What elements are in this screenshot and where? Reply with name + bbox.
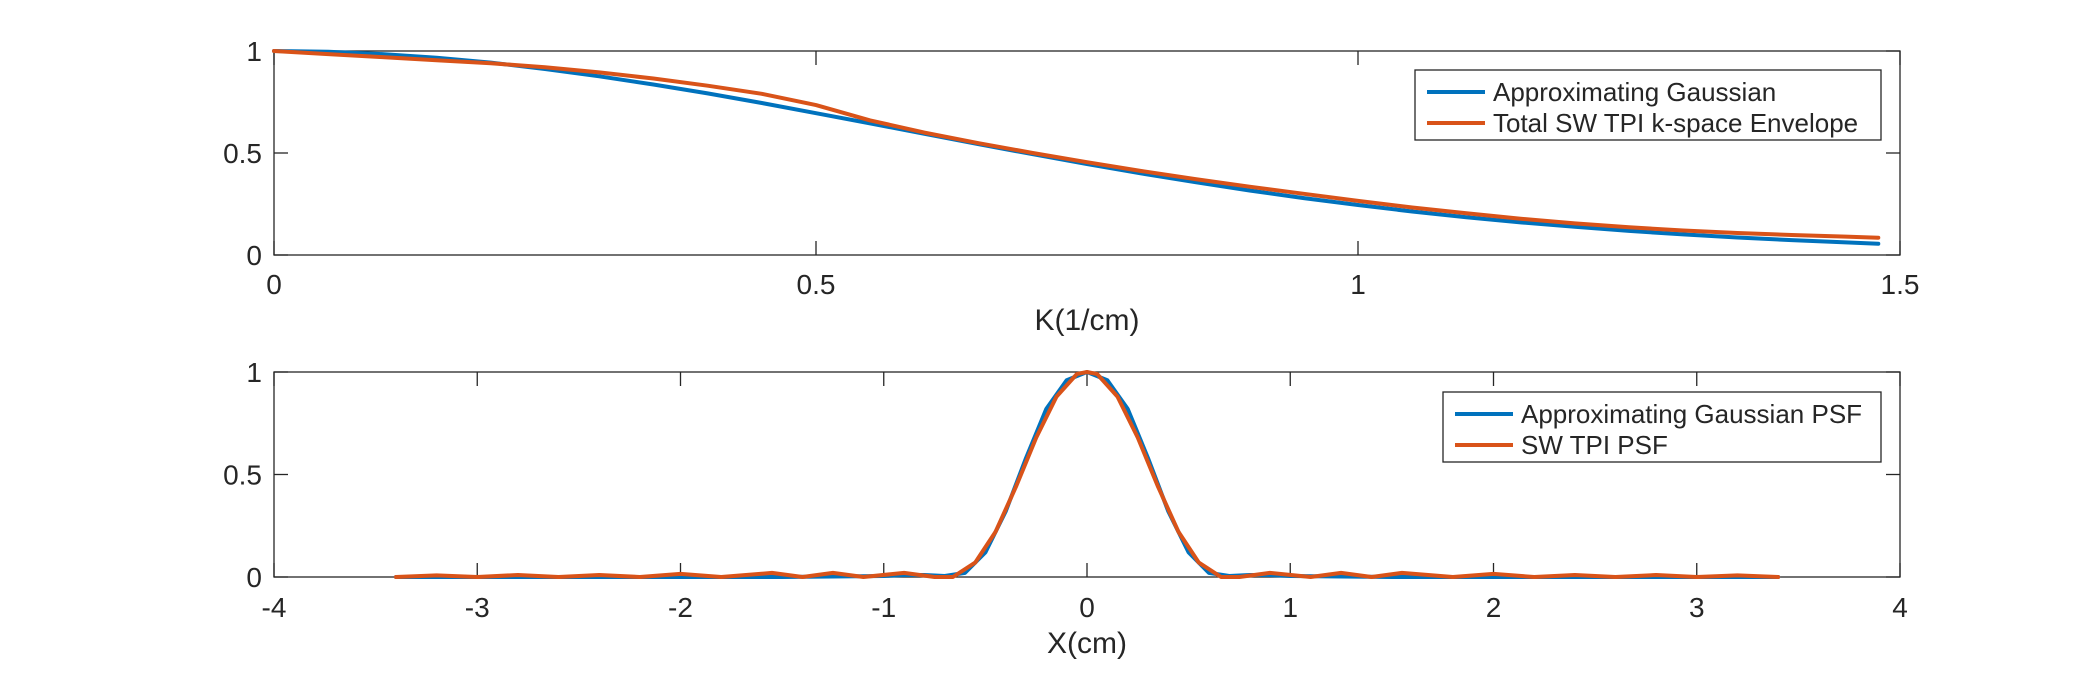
legend-entry-label: SW TPI PSF (1521, 430, 1668, 460)
x-tick-label: 4 (1892, 592, 1908, 623)
y-tick-label: 1 (246, 357, 262, 388)
k-space-envelope-plot: 0 0.5 1 1.5 0 0.5 1 K(1/cm) Approximating Gaussi… (223, 36, 1919, 337)
x-tick-label: -3 (465, 592, 490, 623)
legend-entry-label: Total SW TPI k-space Envelope (1493, 108, 1858, 138)
x-tick-label: 3 (1689, 592, 1705, 623)
legend-box (1414, 69, 1882, 141)
y-tick-label: 0.5 (223, 138, 262, 169)
y-tick-label: 0.5 (223, 460, 262, 491)
x-tick-label: 1 (1282, 592, 1298, 623)
legend-entry-label: Approximating Gaussian (1493, 77, 1776, 107)
y-tick-label: 1 (246, 36, 262, 67)
x-tick-label: 1 (1350, 269, 1366, 300)
x-tick-label: 1.5 (1881, 269, 1920, 300)
x-tick-label: 0.5 (797, 269, 836, 300)
legend-box (1442, 391, 1882, 463)
y-tick-label: 0 (246, 562, 262, 593)
x-axis-label: X(cm) (1047, 627, 1127, 660)
series-line-2 (394, 370, 1781, 579)
x-tick-label: 0 (1079, 592, 1095, 623)
x-tick-label: -4 (262, 592, 287, 623)
x-tick-label: -2 (668, 592, 693, 623)
x-axis-label: K(1/cm) (1035, 304, 1140, 337)
x-tick-label: 2 (1486, 592, 1502, 623)
y-tick-label: 0 (246, 240, 262, 271)
legend-entry-label: Approximating Gaussian PSF (1521, 399, 1862, 429)
psf-plot: -4 -3 -2 -1 0 1 2 3 4 0 0.5 1 X(cm) Approximating Gau… (223, 357, 1908, 660)
x-tick-label: -1 (871, 592, 896, 623)
series-line-2 (272, 49, 1881, 240)
x-tick-label: 0 (266, 269, 282, 300)
